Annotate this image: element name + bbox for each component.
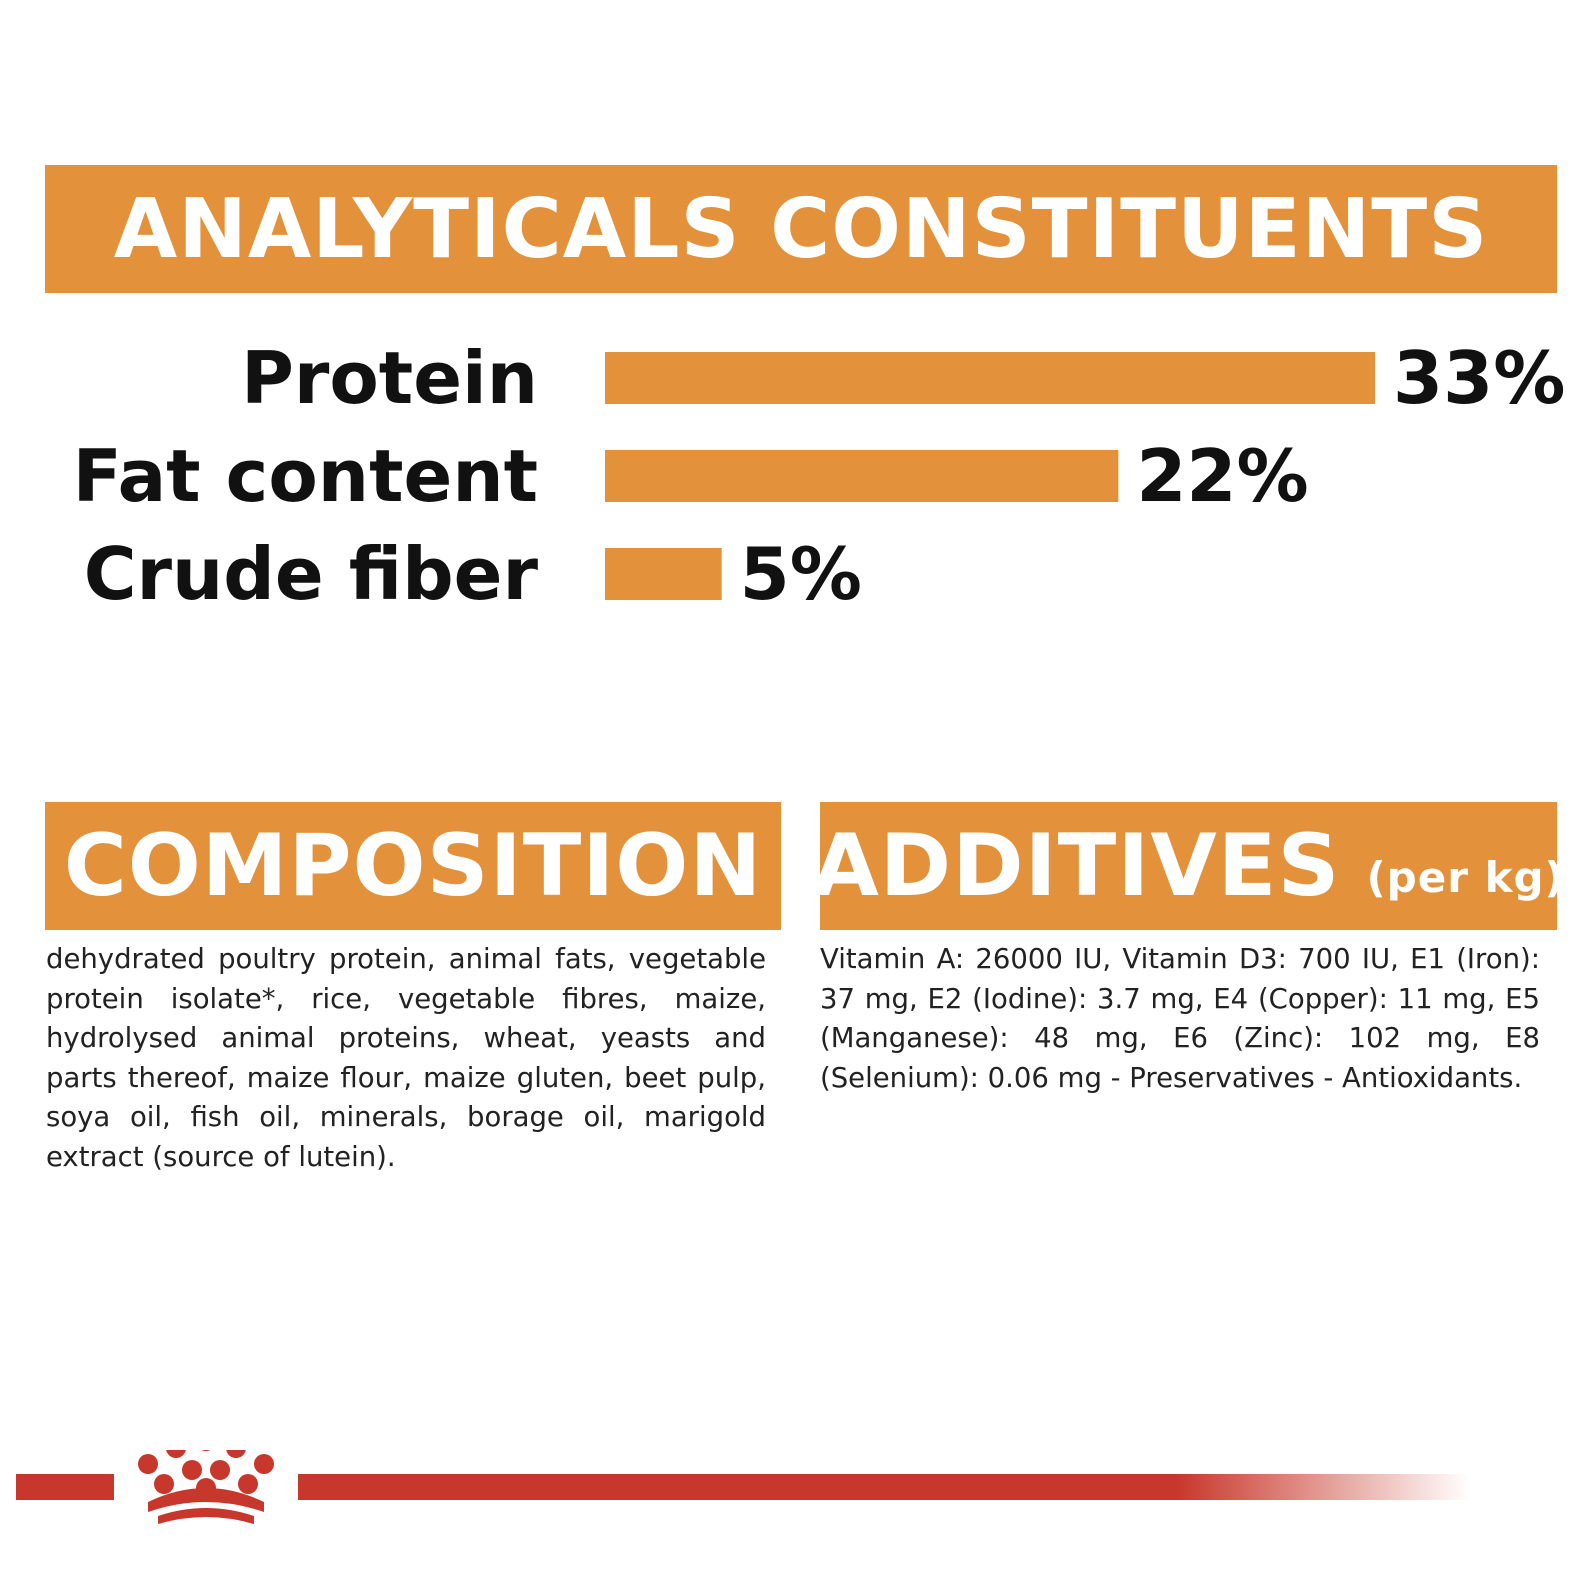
analytical-constituents-header: ANALYTICALS CONSTITUENTS (45, 165, 1557, 293)
analytical-constituents-title: ANALYTICALS CONSTITUENTS (113, 181, 1489, 277)
footer-bar-right (298, 1474, 1470, 1500)
composition-title: COMPOSITION (63, 816, 763, 916)
additives-title: ADDITIVES (812, 816, 1341, 916)
additives-subtitle: (per kg) (1366, 852, 1565, 902)
footer-bar-left (16, 1474, 114, 1500)
value-label: 33% (1393, 336, 1565, 420)
additives-text: Vitamin A: 26000 IU, Vitamin D3: 700 IU,… (820, 943, 1540, 1094)
composition-text: dehydrated poultry protein, animal fats,… (46, 943, 766, 1173)
composition-header: COMPOSITION (45, 802, 781, 930)
value-label: 5% (740, 532, 862, 616)
bar (605, 450, 1119, 502)
analytical-constituents-chart: Protein 33% Fat content 22% Crude fiber 5% (73, 336, 1566, 616)
bar (605, 352, 1375, 404)
category-label: Crude fiber (84, 532, 539, 616)
footer-brand-bar (16, 1450, 1470, 1524)
additives-header: ADDITIVES (per kg) (812, 802, 1564, 930)
value-label: 22% (1136, 434, 1308, 518)
bar (605, 548, 722, 600)
crown-icon (138, 1450, 274, 1524)
category-label: Protein (241, 336, 538, 420)
category-label: Fat content (73, 434, 538, 518)
